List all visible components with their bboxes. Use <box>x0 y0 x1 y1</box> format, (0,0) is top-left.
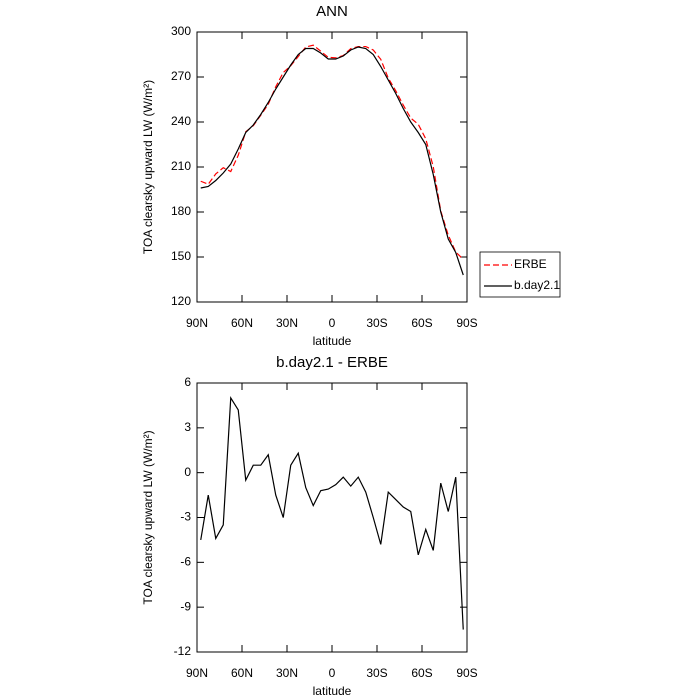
y-axis-label: TOA clearsky upward LW (W/m²) <box>141 430 155 604</box>
y-tick-label: 6 <box>184 375 191 389</box>
series-line <box>200 396 464 630</box>
plot-frame <box>196 31 468 303</box>
y-tick-label: -6 <box>180 555 191 569</box>
x-tick-label: 90N <box>186 316 208 330</box>
x-tick-label: 60S <box>411 316 432 330</box>
y-tick-label: 0 <box>184 465 191 479</box>
x-tick-label: 0 <box>329 316 336 330</box>
y-tick-label: -12 <box>174 644 192 658</box>
x-tick-label: 90S <box>456 666 477 680</box>
x-tick-label: 90S <box>456 316 477 330</box>
plot-frame <box>196 382 468 653</box>
y-tick-label: -3 <box>180 510 191 524</box>
y-tick-label: 3 <box>184 420 191 434</box>
y-tick-label: 180 <box>171 204 191 218</box>
y-tick-label: 120 <box>171 294 191 308</box>
legend-label: b.day2.1 <box>514 278 560 292</box>
y-tick-label: 300 <box>171 24 191 38</box>
x-axis-label: latitude <box>313 684 352 698</box>
y-tick-label: 270 <box>171 69 191 83</box>
x-tick-label: 30S <box>366 316 387 330</box>
x-tick-label: 30S <box>366 666 387 680</box>
x-tick-label: 60N <box>231 316 253 330</box>
legend-label: ERBE <box>514 257 547 271</box>
x-tick-label: 30N <box>276 316 298 330</box>
x-tick-label: 90N <box>186 666 208 680</box>
y-axis-label: TOA clearsky upward LW (W/m²) <box>141 80 155 254</box>
y-tick-label: 210 <box>171 159 191 173</box>
series-line <box>200 44 464 260</box>
y-tick-label: 240 <box>171 114 191 128</box>
x-tick-label: 60N <box>231 666 253 680</box>
y-tick-label: 150 <box>171 249 191 263</box>
y-tick-label: -9 <box>180 599 191 613</box>
x-tick-label: 0 <box>329 666 336 680</box>
x-tick-label: 60S <box>411 666 432 680</box>
chart-title: ANN <box>316 3 348 20</box>
x-axis-label: latitude <box>313 334 352 348</box>
chart-title: b.day2.1 - ERBE <box>276 354 388 371</box>
legend-box <box>479 251 561 298</box>
series-line <box>200 46 464 276</box>
x-tick-label: 30N <box>276 666 298 680</box>
